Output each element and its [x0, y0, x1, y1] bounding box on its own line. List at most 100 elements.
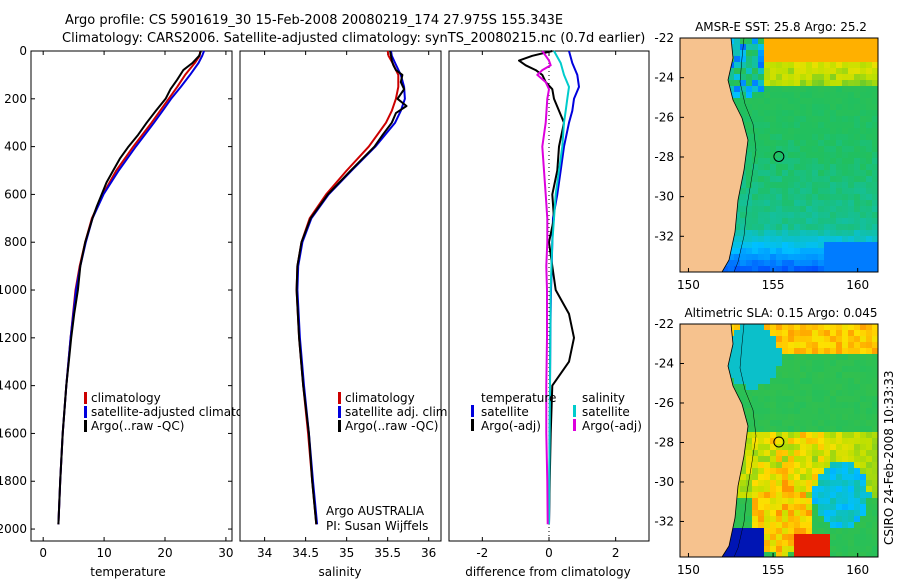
map-cell [752, 540, 759, 547]
map-cell [824, 266, 831, 272]
legend-swatch-climatology [338, 392, 341, 404]
map-cell [800, 360, 807, 367]
series-line-temperature-argo-adj [518, 50, 575, 525]
map-cell [746, 104, 753, 111]
map-cell [740, 260, 747, 267]
map-cell [860, 194, 867, 201]
map-cell [758, 146, 765, 153]
map-cell [740, 182, 747, 189]
map-cell [824, 366, 831, 373]
map-cell [776, 342, 783, 349]
map-cell [764, 38, 771, 45]
map-cell [770, 366, 777, 373]
map-cell [746, 348, 753, 355]
y-tick-label: 1600 [0, 426, 27, 440]
map-cell [776, 420, 783, 427]
map-cell [800, 230, 807, 237]
map-cell [830, 444, 837, 451]
temperature-x-label: temperature [90, 565, 165, 579]
map-cell [788, 200, 795, 207]
map-cell [758, 194, 765, 201]
map-cell [800, 134, 807, 141]
map-cell [800, 110, 807, 117]
map-cell [842, 450, 849, 457]
map-cell [788, 74, 795, 81]
map-cell [770, 62, 777, 69]
map-cell [824, 420, 831, 427]
map-cell [764, 456, 771, 463]
map-cell [788, 474, 795, 481]
map-cell [788, 336, 795, 343]
map-cell [854, 206, 861, 213]
map-cell [806, 266, 813, 272]
map-cell [788, 450, 795, 457]
map-cell [758, 342, 765, 349]
map-cell [866, 336, 873, 343]
map-cell [788, 462, 795, 469]
map-cell [824, 170, 831, 177]
map-cell [860, 444, 867, 451]
map-cell [848, 456, 855, 463]
map-cell [794, 360, 801, 367]
map-cell [758, 50, 765, 57]
map-cell [836, 104, 843, 111]
map-cell [842, 212, 849, 219]
map-cell [740, 110, 747, 117]
map-cell [830, 188, 837, 195]
map-cell [746, 450, 753, 457]
map-cell [848, 194, 855, 201]
map-cell [830, 140, 837, 147]
map-cell [836, 110, 843, 117]
map-cell [818, 206, 825, 213]
map-cell [782, 552, 789, 557]
series-line-argo-raw-qc [295, 50, 408, 525]
legend-label-temp-argo: Argo(-adj) [481, 419, 541, 433]
map-cell [764, 140, 771, 147]
map-cell [770, 122, 777, 129]
map-cell [764, 68, 771, 75]
map-cell [818, 236, 825, 243]
map-cell [830, 432, 837, 439]
map-cell [788, 354, 795, 361]
map-cell [776, 236, 783, 243]
map-cell [746, 176, 753, 183]
map-cell [848, 56, 855, 63]
map-cell [812, 182, 819, 189]
map-cell [854, 378, 861, 385]
map-cell [812, 342, 819, 349]
map-cell [836, 206, 843, 213]
map-cell [854, 146, 861, 153]
map-cell [854, 230, 861, 237]
map-cell [830, 110, 837, 117]
map-cell [830, 348, 837, 355]
map-cell [866, 474, 873, 481]
map-cell [848, 188, 855, 195]
map-cell [788, 486, 795, 493]
map-cell [836, 378, 843, 385]
map-cell [776, 140, 783, 147]
map-cell [842, 498, 849, 505]
map-cell [854, 492, 861, 499]
map-cell [734, 236, 741, 243]
map-cell [806, 456, 813, 463]
map-cell [770, 432, 777, 439]
map-cell [770, 426, 777, 433]
map-cell [758, 164, 765, 171]
map-cell [836, 170, 843, 177]
map-cell [866, 366, 873, 373]
map-cell [770, 212, 777, 219]
map-cell [740, 38, 747, 45]
map-cell [806, 396, 813, 403]
map-cell [782, 462, 789, 469]
map-cell [872, 498, 878, 505]
map-cell [806, 104, 813, 111]
map-cell [830, 324, 837, 331]
map-cell [812, 348, 819, 355]
map-cell [854, 408, 861, 415]
map-cell [740, 486, 747, 493]
map-cell [752, 200, 759, 207]
map-cell [836, 164, 843, 171]
map-cell [752, 498, 759, 505]
map-cell [758, 378, 765, 385]
